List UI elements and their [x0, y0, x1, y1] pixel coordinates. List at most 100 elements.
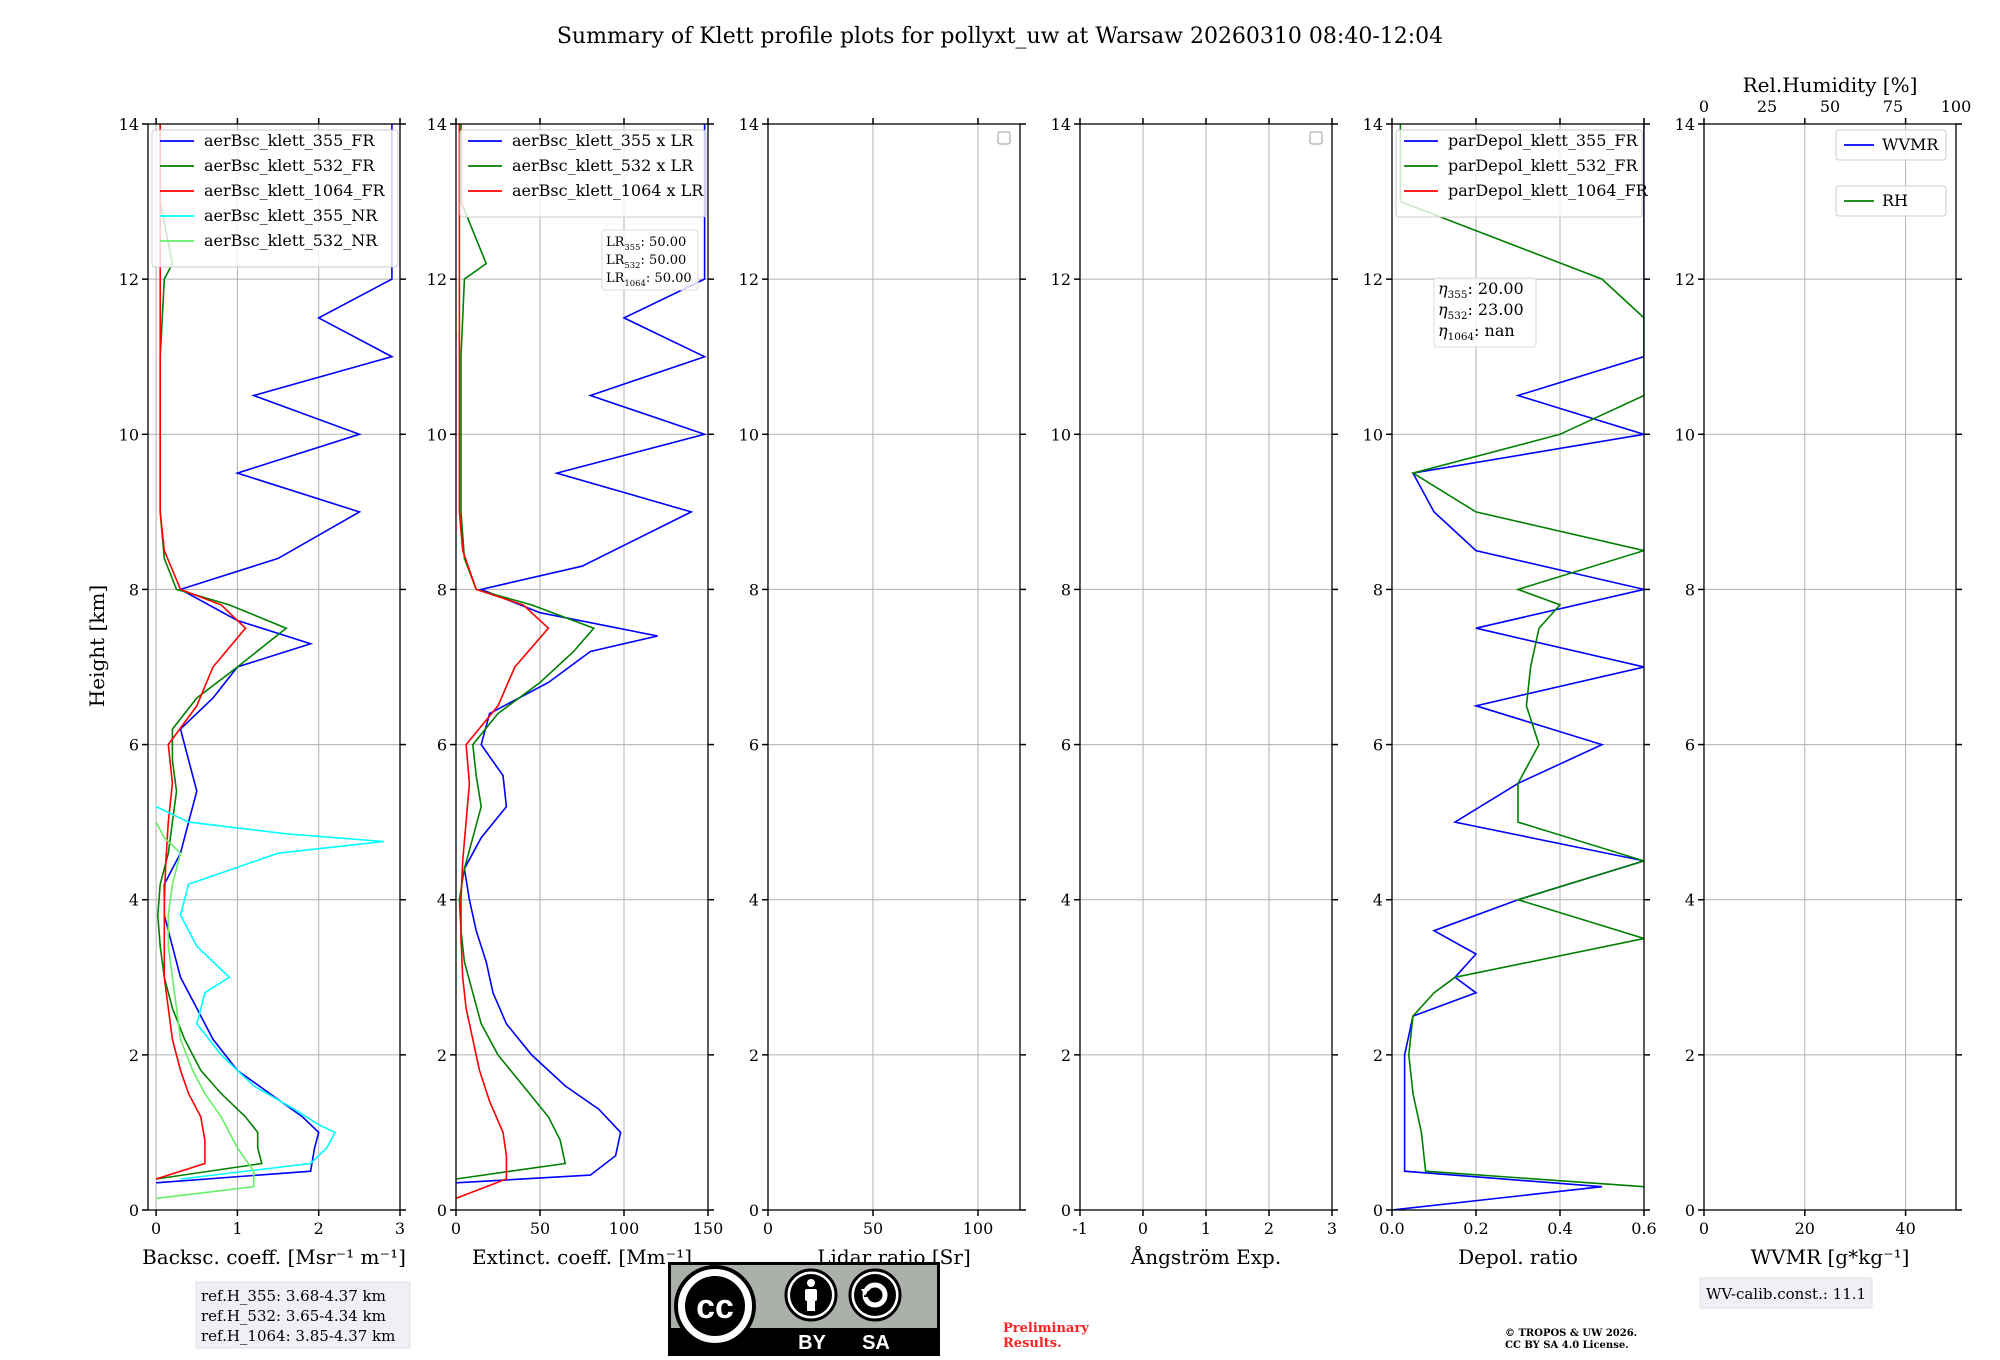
- y-tick-label-depol: 4: [1373, 891, 1383, 910]
- y-tick-label-backscatter: 10: [119, 425, 139, 444]
- legend-label-backscatter: aerBsc_klett_532_FR: [204, 156, 375, 175]
- axes-frame-depol: [1391, 123, 1645, 1211]
- y-tick-label-extinction: 4: [437, 891, 447, 910]
- y-tick-label-depol: 2: [1373, 1046, 1383, 1065]
- y-tick-label-lidar_ratio: 14: [739, 115, 759, 134]
- y-tick-label-lidar_ratio: 2: [749, 1046, 759, 1065]
- cc-by-label: BY: [798, 1332, 826, 1354]
- preliminary-line-1: Preliminary: [1003, 1321, 1089, 1336]
- copyright-line-2: CC BY SA 4.0 License.: [1505, 1340, 1629, 1351]
- preliminary-line-2: Results.: [1003, 1336, 1062, 1351]
- y-tick-label-lidar_ratio: 4: [749, 891, 759, 910]
- x-tick-label-extinction: 50: [530, 1219, 550, 1238]
- x-tick-label-lidar_ratio: 0: [763, 1219, 773, 1238]
- x-axis-label-extinction: Extinct. coeff. [Mm⁻¹]: [472, 1245, 692, 1269]
- y-tick-label-angstrom: 4: [1061, 891, 1071, 910]
- y-tick-label-lidar_ratio: 6: [749, 736, 759, 755]
- legend-box-depol: [1395, 129, 1643, 218]
- y-tick-label-depol: 8: [1373, 580, 1383, 599]
- axes-frame-extinction: [455, 123, 709, 1211]
- axes-frame-backscatter: [147, 123, 401, 1211]
- cc-sa-label: SA: [862, 1332, 890, 1354]
- y-tick-label-angstrom: 10: [1051, 425, 1071, 444]
- wv-calib-text: WV-calib.const.: 11.1: [1706, 1285, 1866, 1303]
- ref-height-532: ref.H_532: 3.65-4.34 km: [201, 1307, 386, 1325]
- x-tick-label-wvmr: 0: [1699, 1219, 1709, 1238]
- panel-depol: 0.0 0.2 0.4 0.6 0 2 4 6 8 10 12 14 Depol. ratio parDe…: [1363, 115, 1657, 1269]
- y-tick-label-backscatter: 2: [129, 1046, 139, 1065]
- cc-license-badge: cc BY SA: [668, 1262, 940, 1356]
- y-tick-label-wvmr: 4: [1685, 891, 1695, 910]
- y-tick-label-angstrom: 12: [1051, 270, 1071, 289]
- empty-legend-angstrom: [1309, 131, 1323, 145]
- legend-box-backscatter: [151, 129, 399, 268]
- legend-label-backscatter: aerBsc_klett_355_NR: [204, 206, 378, 225]
- y-tick-label-angstrom: 0: [1061, 1201, 1071, 1220]
- y-tick-label-wvmr: 14: [1675, 115, 1695, 134]
- x-tick-label-backscatter: 0: [151, 1219, 161, 1238]
- y-tick-label-extinction: 8: [437, 580, 447, 599]
- y-tick-label-angstrom: 2: [1061, 1046, 1071, 1065]
- series-line-backscatter-2: [155, 124, 247, 1180]
- legend-label-depol: parDepol_klett_1064_FR: [1448, 181, 1649, 200]
- y-tick-label-backscatter: 6: [129, 736, 139, 755]
- x-tick-label-depol: 0.2: [1463, 1219, 1488, 1238]
- y-tick-label-wvmr: 8: [1685, 580, 1695, 599]
- axes-frame-wvmr: [1703, 123, 1957, 1211]
- x-axis-label-wvmr: WVMR [g*kg⁻¹]: [1751, 1245, 1910, 1269]
- x-axis-label-backscatter: Backsc. coeff. [Msr⁻¹ m⁻¹]: [142, 1245, 406, 1269]
- series-line-backscatter-1: [155, 124, 288, 1180]
- y-tick-label-angstrom: 8: [1061, 580, 1071, 599]
- legend-box-wvmr: [1835, 129, 1947, 161]
- x-tick-label-backscatter: 1: [232, 1219, 242, 1238]
- ref-heights-box: ref.H_355: 3.68-4.37 km ref.H_532: 3.65-…: [195, 1281, 411, 1349]
- share-alike-icon: [848, 1268, 902, 1322]
- x-tick-label-wvmr: 40: [1895, 1219, 1915, 1238]
- y-tick-label-extinction: 14: [427, 115, 447, 134]
- y-tick-label-backscatter: 12: [119, 270, 139, 289]
- y-tick-label-lidar_ratio: 10: [739, 425, 759, 444]
- ref-height-355: ref.H_355: 3.68-4.37 km: [201, 1287, 386, 1305]
- y-tick-label-depol: 10: [1363, 425, 1383, 444]
- y-tick-label-angstrom: 14: [1051, 115, 1071, 134]
- series-line-backscatter-0: [156, 124, 395, 1184]
- legend-label-extinction: aerBsc_klett_532 x LR: [512, 156, 694, 175]
- legend-box-extinction: [459, 129, 707, 218]
- y-tick-label-wvmr: 6: [1685, 736, 1695, 755]
- x-tick-label-backscatter: 3: [395, 1219, 405, 1238]
- cc-text: cc: [696, 1288, 734, 1326]
- x-tick-label-depol: 0.0: [1379, 1219, 1404, 1238]
- x-tick-label-extinction: 100: [609, 1219, 640, 1238]
- panel-wvmr: 0 20 40 0 2 4 6 8 10 12 14 WVMR [g*kg⁻¹] 0 25 50 75 100 R…: [1675, 73, 1972, 1269]
- axes-frame-lidar_ratio: [767, 123, 1021, 1211]
- x-tick-label-angstrom: 1: [1201, 1219, 1211, 1238]
- y-tick-label-extinction: 6: [437, 736, 447, 755]
- y-tick-label-lidar_ratio: 8: [749, 580, 759, 599]
- series-line-extinction-2: [456, 124, 550, 1200]
- wv-calib-box: WV-calib.const.: 11.1: [1699, 1277, 1873, 1309]
- legend-label-backscatter: aerBsc_klett_355_FR: [204, 131, 375, 150]
- y-tick-label-backscatter: 14: [119, 115, 139, 134]
- top-axis-label-wvmr: Rel.Humidity [%]: [1743, 73, 1918, 97]
- top-tick-label-wvmr: 75: [1883, 97, 1903, 116]
- legend-label-wvmr: RH: [1882, 191, 1908, 210]
- y-tick-label-depol: 0: [1373, 1201, 1383, 1220]
- x-tick-label-depol: 0.4: [1547, 1219, 1572, 1238]
- y-axis-label: Height [km]: [85, 585, 109, 707]
- top-tick-label-wvmr: 25: [1757, 97, 1777, 116]
- y-tick-label-lidar_ratio: 12: [739, 270, 759, 289]
- series-line-depol-1: [1399, 124, 1644, 1188]
- y-tick-label-extinction: 12: [427, 270, 447, 289]
- y-tick-label-extinction: 10: [427, 425, 447, 444]
- y-tick-label-angstrom: 6: [1061, 736, 1071, 755]
- legend-label-wvmr: WVMR: [1882, 135, 1939, 154]
- series-line-extinction-0: [456, 124, 708, 1184]
- x-tick-label-extinction: 150: [693, 1219, 724, 1238]
- y-tick-label-backscatter: 0: [129, 1201, 139, 1220]
- y-tick-label-extinction: 0: [437, 1201, 447, 1220]
- cc-icon: cc: [674, 1265, 756, 1347]
- y-tick-label-depol: 12: [1363, 270, 1383, 289]
